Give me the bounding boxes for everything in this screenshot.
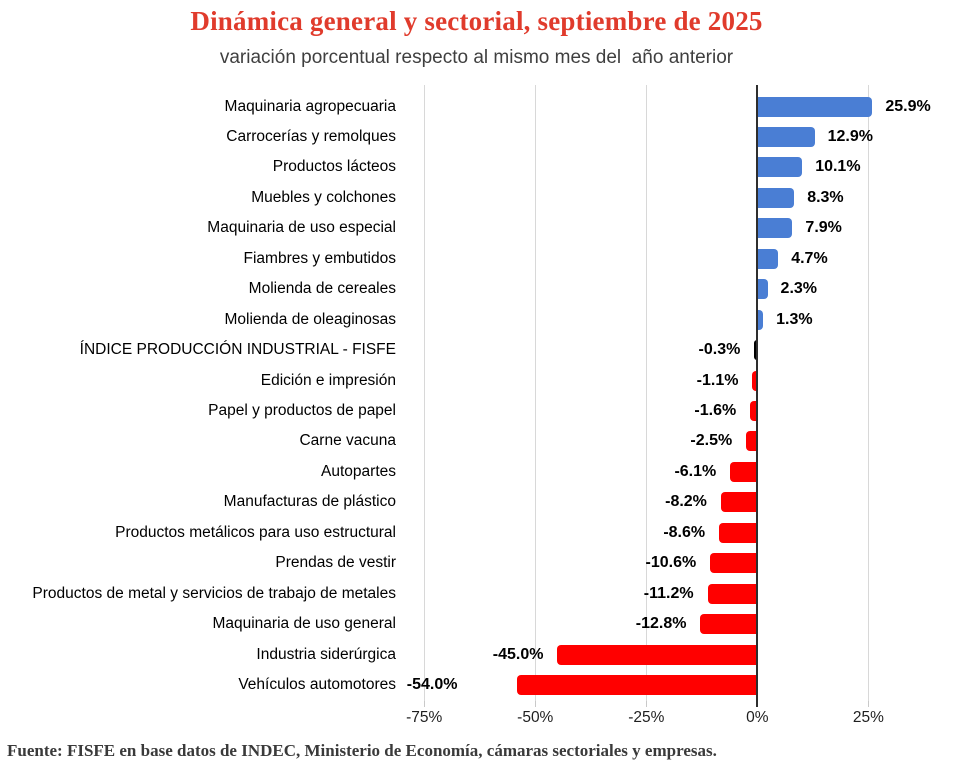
- value-label: 2.3%: [780, 280, 818, 298]
- category-label: Molienda de cereales: [248, 280, 396, 298]
- x-tick-label: 0%: [746, 709, 769, 726]
- category-label: Vehículos automotores: [238, 676, 396, 694]
- bar-positive: [757, 248, 779, 269]
- bar-negative: [746, 431, 758, 452]
- source-note: Fuente: FISFE en base datos de INDEC, Mi…: [7, 741, 717, 760]
- bar-negative: [517, 675, 758, 696]
- category-label: Productos lácteos: [272, 158, 396, 176]
- category-label: Papel y productos de papel: [208, 402, 396, 419]
- value-label: -8.2%: [665, 493, 707, 511]
- bar-negative: [557, 644, 758, 665]
- bar-negative: [752, 370, 758, 391]
- value-label: -6.1%: [674, 462, 717, 480]
- category-label: Maquinaria agropecuaria: [224, 97, 396, 115]
- category-label: Molienda de oleaginosas: [224, 310, 396, 328]
- bar-positive: [757, 279, 768, 300]
- value-label: -1.1%: [696, 371, 739, 389]
- category-label: Edición e impresión: [260, 371, 396, 389]
- bar-negative: [700, 614, 758, 635]
- value-label: -10.6%: [645, 554, 697, 572]
- gridline: [423, 85, 425, 701]
- gridline: [645, 85, 647, 701]
- category-label: Manufacturas de plástico: [223, 493, 396, 511]
- x-tick-label: -25%: [628, 709, 665, 726]
- value-label: -12.8%: [635, 615, 687, 633]
- bar-positive: [757, 126, 815, 147]
- x-tick-label: -75%: [406, 709, 443, 726]
- bar-negative: [719, 522, 758, 543]
- category-label: Carrocerías y remolques: [226, 127, 396, 145]
- chart-subtitle: variación porcentual respecto al mismo m…: [219, 47, 734, 68]
- value-label: 25.9%: [885, 97, 931, 115]
- gridline: [867, 85, 869, 701]
- category-label: ÍNDICE PRODUCCIÓN INDUSTRIAL - FISFE: [79, 341, 396, 359]
- value-label: 8.3%: [807, 188, 844, 206]
- x-tick-label: 25%: [852, 709, 884, 726]
- bar-index: [754, 340, 758, 361]
- category-label: Muebles y colchones: [251, 188, 396, 206]
- bar-positive: [757, 218, 793, 239]
- value-label: 1.3%: [776, 310, 813, 328]
- value-label: 10.1%: [815, 158, 861, 176]
- value-label: 12.9%: [827, 127, 873, 145]
- bar-negative: [720, 492, 758, 513]
- value-label: -1.6%: [694, 402, 737, 419]
- chart-title: Dinámica general y sectorial, septiembre…: [190, 6, 763, 36]
- axis-tick: [645, 701, 647, 707]
- x-tick-label: -50%: [517, 709, 554, 726]
- value-label: 4.7%: [791, 249, 828, 267]
- category-label: Fiambres y embutidos: [243, 249, 396, 267]
- zero-axis-line: [756, 85, 759, 707]
- value-label: -2.5%: [690, 432, 733, 450]
- value-label: -8.6%: [663, 523, 706, 541]
- gridline: [534, 85, 536, 701]
- category-label: Prendas de vestir: [275, 554, 396, 572]
- bar-positive: [757, 157, 803, 178]
- bar-positive: [757, 96, 873, 117]
- value-label: -54.0%: [406, 676, 458, 694]
- value-label: -11.2%: [643, 584, 694, 602]
- bar-negative: [730, 461, 758, 482]
- axis-tick: [423, 701, 425, 707]
- category-label: Productos metálicos para uso estructural: [115, 523, 396, 541]
- category-label: Productos de metal y servicios de trabaj…: [32, 584, 396, 602]
- value-label: -45.0%: [492, 645, 544, 663]
- category-label: Maquinaria de uso especial: [207, 219, 396, 237]
- category-label: Maquinaria de uso general: [212, 615, 396, 633]
- bar-negative: [710, 553, 758, 574]
- bar-positive: [757, 309, 764, 330]
- category-label: Industria siderúrgica: [256, 645, 396, 663]
- bar-negative: [707, 583, 758, 604]
- bar-negative: [750, 401, 758, 421]
- category-label: Autopartes: [321, 462, 396, 480]
- axis-tick: [534, 701, 536, 707]
- value-label: 7.9%: [805, 219, 842, 237]
- category-label: Carne vacuna: [299, 432, 396, 450]
- value-label: -0.3%: [698, 341, 741, 359]
- axis-tick: [867, 701, 869, 707]
- bar-positive: [757, 187, 795, 208]
